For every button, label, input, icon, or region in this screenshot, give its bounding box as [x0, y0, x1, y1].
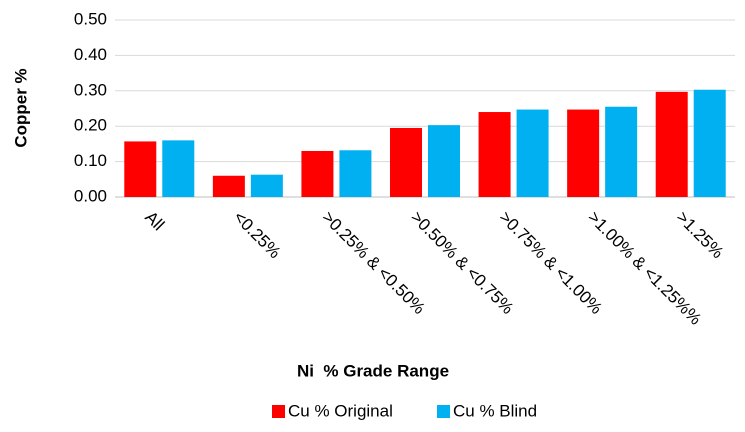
legend-label: Cu % Original [288, 401, 393, 420]
y-tick-label: 0.30 [74, 80, 107, 99]
bar [301, 150, 334, 197]
legend-label: Cu % Blind [453, 401, 537, 420]
y-tick-label: 0.20 [74, 116, 107, 135]
bar [478, 112, 511, 197]
bar [212, 175, 245, 197]
bar [693, 89, 726, 197]
y-tick-label: 0.10 [74, 151, 107, 170]
bar [390, 127, 422, 197]
x-tick-label: <0.25% [230, 208, 285, 263]
x-axis-title: Ni % Grade Range [297, 361, 449, 380]
legend-swatch [272, 405, 285, 418]
bar [605, 106, 638, 197]
legend-swatch [437, 405, 450, 418]
y-tick-label: 0.40 [74, 45, 107, 64]
y-axis-title: Copper % [11, 68, 30, 147]
y-tick-label: 0.00 [74, 186, 107, 205]
x-tick-label: >1.25% [673, 208, 728, 263]
bar [428, 125, 460, 197]
bar [162, 140, 195, 197]
bar [655, 91, 688, 197]
bar [567, 109, 600, 197]
bar [516, 109, 549, 197]
bar [250, 174, 283, 197]
bar [124, 141, 157, 197]
x-tick-label: All [141, 208, 168, 235]
y-tick-label: 0.50 [74, 9, 107, 28]
bar [339, 150, 372, 197]
